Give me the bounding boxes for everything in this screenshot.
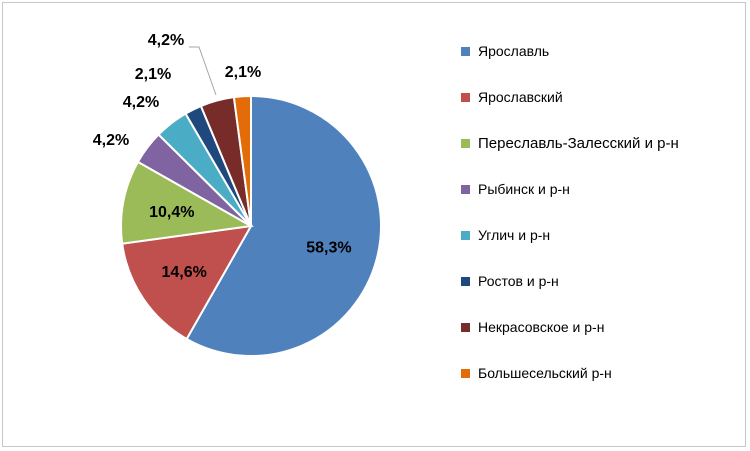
legend-item: Некрасовское и р-н — [461, 319, 604, 335]
legend-swatch — [461, 230, 470, 240]
legend-item: Углич и р-н — [461, 227, 550, 243]
legend-item: Ярославль — [461, 43, 549, 59]
legend-swatch — [461, 368, 470, 378]
legend-label: Ярославль — [478, 43, 550, 59]
data-label: 10,4% — [149, 204, 194, 221]
data-label: 58,3% — [306, 240, 351, 257]
legend-item: Ростов и р-н — [461, 273, 559, 289]
data-label: 2,1% — [225, 64, 261, 81]
pie-chart: 58,3% 14,6% 10,4% 4,2% 4,2% 2,1% 4,2% 2,1% — [93, 32, 382, 357]
legend-label: Некрасовское и р-н — [478, 319, 605, 335]
legend-item: Большесельский р-н — [461, 365, 612, 381]
legend-label: Углич и р-н — [478, 227, 551, 243]
legend-swatch — [461, 139, 470, 148]
leader-line — [189, 46, 217, 96]
legend-swatch — [461, 322, 470, 332]
legend-swatch — [461, 46, 470, 56]
legend-item: Рыбинск и р-н — [461, 181, 570, 197]
legend-swatch — [461, 184, 470, 194]
data-label: 4,2% — [148, 32, 184, 49]
legend-item: Переславль-Залесский и р-н — [461, 135, 679, 152]
legend-item: Ярославский — [461, 89, 563, 105]
data-label: 14,6% — [162, 264, 207, 281]
legend-swatch — [461, 92, 470, 102]
pie-slice — [185, 94, 382, 357]
legend-label: Переславль-Залесский и р-н — [478, 135, 679, 152]
data-label: 4,2% — [93, 132, 129, 149]
legend-label: Ростов и р-н — [478, 273, 559, 289]
data-label: 2,1% — [135, 66, 171, 83]
legend-swatch — [461, 276, 470, 286]
pie-slice — [121, 224, 253, 341]
legend-label: Большесельский р-н — [478, 365, 612, 381]
chart-frame: 58,3% 14,6% 10,4% 4,2% 4,2% 2,1% 4,2% 2,1% Ярос… — [2, 2, 746, 447]
legend-label: Рыбинск и р-н — [478, 181, 570, 197]
data-label: 4,2% — [123, 94, 159, 111]
legend-label: Ярославский — [478, 89, 563, 105]
pie-slice — [120, 160, 255, 245]
pie-slice — [232, 94, 252, 227]
